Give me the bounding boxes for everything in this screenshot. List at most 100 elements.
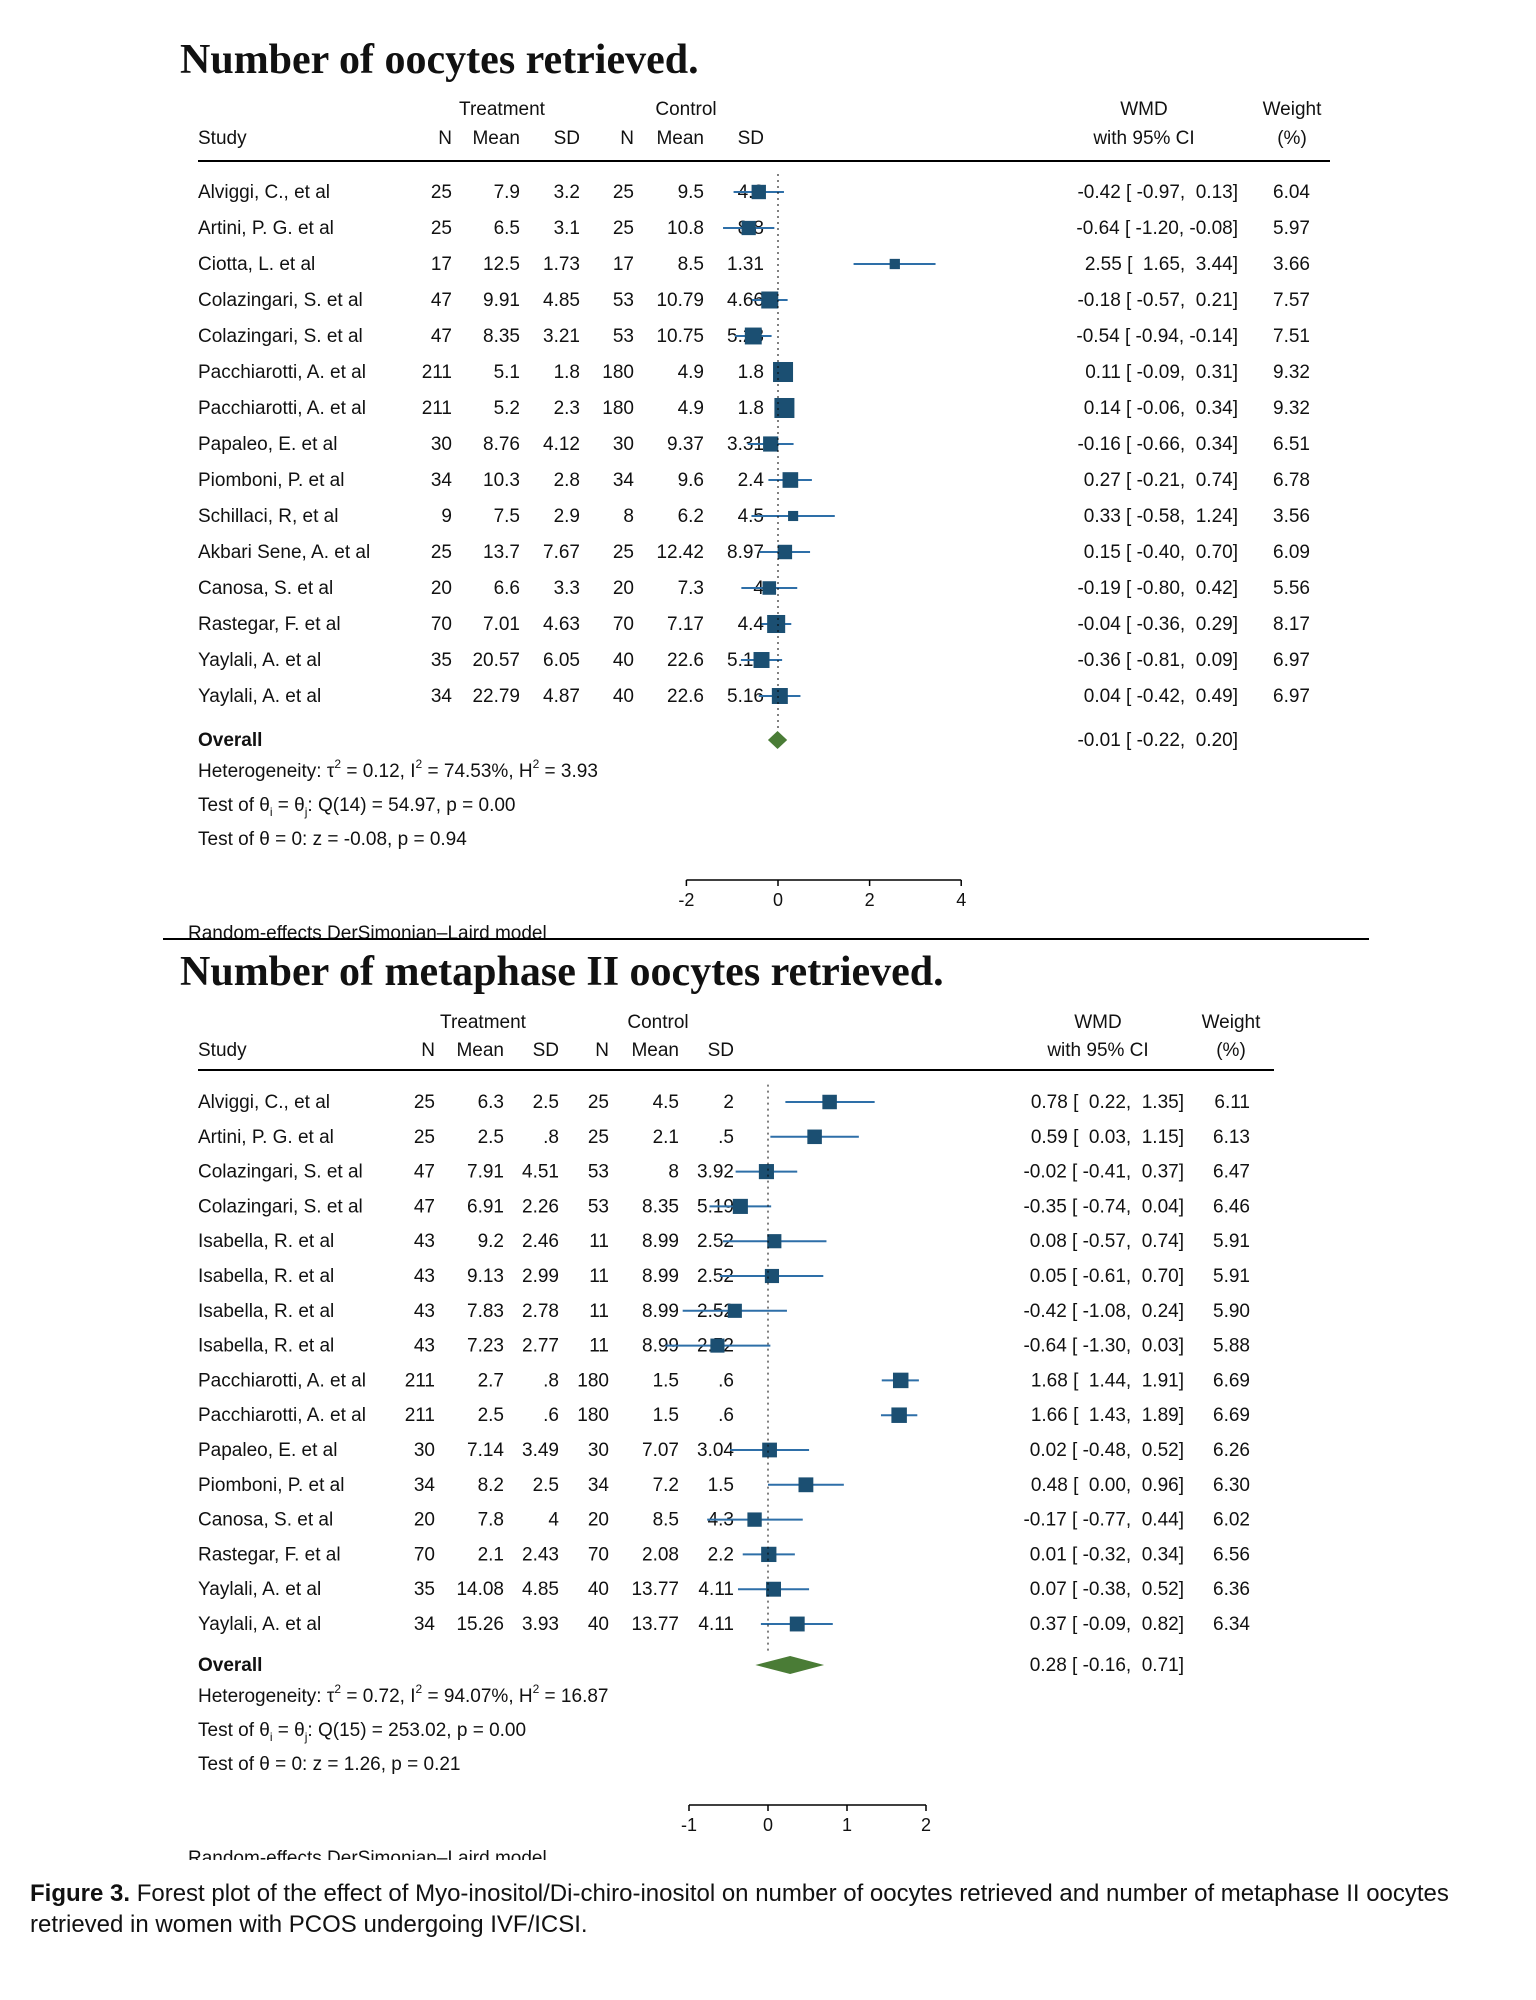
treatment-n: 34 [431,470,453,491]
study-name: Yaylali, A. et al [198,1579,321,1600]
wmd-ci-value: 0.59 [ 0.03, 1.15] [1031,1127,1184,1148]
study-name: Ciotta, L. et al [198,254,315,275]
header-control: Control [627,1012,688,1033]
study-row: Isabella, R. et al 43 7.83 2.78 11 8.99 2.52 -0… [198,1301,1250,1322]
header-treatment: Treatment [459,99,546,120]
treatment-sd: 2.5 [533,1475,559,1496]
control-sd: 2.52 [697,1266,734,1287]
control-sd: 4.4 [738,614,765,635]
x-tick-label: 2 [865,890,875,910]
effect-marker [761,291,779,309]
weight-value: 6.13 [1213,1127,1250,1148]
control-mean: 10.8 [667,218,704,239]
treatment-mean: 22.79 [472,686,520,707]
z-test-stat: Test of θ = 0: z = 1.26, p = 0.21 [198,1754,460,1775]
weight-value: 9.32 [1273,362,1310,383]
text-fragment: = 74.53%, H [422,761,532,782]
treatment-sd: 2.77 [522,1336,559,1357]
treatment-n: 34 [414,1475,436,1496]
header-wmd: WMD [1074,1012,1121,1033]
header-sd: SD [533,1040,559,1061]
weight-value: 6.97 [1273,686,1310,707]
control-n: 30 [588,1440,609,1461]
treatment-n: 43 [414,1336,435,1357]
treatment-mean: 7.9 [494,182,520,203]
header-mean: Mean [472,128,520,149]
wmd-ci-value: -0.16 [ -0.66, 0.34] [1077,434,1238,455]
control-sd: 3.92 [697,1162,734,1183]
study-name: Pacchiarotti, A. et al [198,1370,366,1391]
control-n: 25 [613,182,634,203]
weight-value: 6.56 [1213,1544,1250,1565]
treatment-sd: 4.12 [543,434,580,455]
control-sd: 8.97 [727,542,764,563]
control-sd: 2.4 [738,470,765,491]
effect-marker [771,688,788,704]
model-note: Random-effects DerSimonian–Laird model [188,1848,547,1860]
caption-label: Figure 3. [30,1880,131,1907]
control-sd: 2.52 [697,1231,734,1252]
control-n: 70 [613,614,634,635]
treatment-mean: 9.13 [467,1266,504,1287]
text-fragment: i [270,1730,273,1744]
effect-marker [773,361,794,383]
wmd-ci-value: 0.14 [ -0.06, 0.34] [1084,398,1238,419]
study-row: Colazingari, S. et al478.353.215310.755.… [198,326,1310,347]
text-fragment: = 3.93 [539,761,598,782]
treatment-sd: 2.9 [554,506,580,527]
text-fragment: 2 [533,1682,540,1696]
study-name: Yaylali, A. et al [198,686,321,707]
treatment-mean: 5.1 [494,362,520,383]
treatment-sd: 1.73 [543,254,580,275]
wmd-ci-value: 0.08 [ -0.57, 0.74] [1030,1231,1184,1252]
treatment-mean: 7.8 [478,1510,504,1531]
control-mean: 12.42 [656,542,704,563]
control-n: 25 [613,542,634,563]
effect-marker [767,1234,782,1249]
effect-marker [777,544,793,560]
text-fragment: : Q(15) = 253.02, p = 0.00 [307,1720,526,1741]
treatment-n: 211 [422,398,452,419]
weight-value: 5.90 [1213,1301,1250,1322]
header-n: N [438,128,452,149]
control-n: 53 [588,1196,609,1217]
overall-diamond [767,731,788,749]
treatment-mean: 15.26 [456,1614,504,1635]
wmd-ci-value: 0.15 [ -0.40, 0.70] [1084,542,1238,563]
effect-marker [758,1164,774,1180]
study-row: Rastegar, F. et al 70 7.01 4.63 70 7.17 4.4 -0.… [198,614,1310,635]
weight-value: 5.97 [1273,218,1310,239]
text-fragment: Test of θ [198,1720,270,1741]
effect-marker [732,1198,748,1214]
text-fragment: Heterogeneity: τ [198,1686,335,1707]
treatment-mean: 6.3 [478,1092,504,1113]
study-row: Isabella, R. et al 43 9.2 2.46 11 8.99 2.52 0.0… [198,1231,1250,1252]
study-row: Isabella, R. et al437.232.77118.992.52-0… [198,1336,1250,1357]
study-name: Papaleo, E. et al [198,1440,337,1461]
effect-marker [764,1268,780,1284]
wmd-ci-value: -0.19 [ -0.80, 0.42] [1077,578,1238,599]
treatment-n: 70 [414,1544,435,1565]
q-test-stat: Test of θi = θj: Q(15) = 253.02, p = 0.0… [198,1720,526,1744]
study-row: Papaleo, E. et al 30 7.14 3.49 30 7.07 3.04 0.0… [198,1440,1250,1461]
study-name: Yaylali, A. et al [198,650,321,671]
treatment-sd: 3.3 [554,578,580,599]
control-sd: 2.2 [708,1544,734,1565]
treatment-sd: .6 [543,1405,559,1426]
treatment-n: 47 [431,290,452,311]
text-fragment: Heterogeneity: τ [198,761,335,782]
treatment-n: 20 [431,578,452,599]
effect-marker [766,1581,781,1597]
treatment-n: 9 [441,506,452,527]
weight-value: 6.69 [1213,1370,1250,1391]
effect-marker [751,184,766,200]
study-row: Piomboni, P. et al 34 8.2 2.5 34 7.2 1.5 0.48 [… [198,1475,1250,1496]
overall-ci-value: -0.01 [ -0.22, 0.20] [1077,730,1238,751]
treatment-sd: 3.21 [543,326,580,347]
control-mean: 2.08 [642,1544,679,1565]
treatment-n: 25 [414,1092,435,1113]
effect-marker [788,510,799,522]
x-tick-label: 1 [842,1815,852,1835]
weight-value: 6.26 [1213,1440,1250,1461]
wmd-ci-value: 2.55 [ 1.65, 3.44] [1085,254,1238,275]
